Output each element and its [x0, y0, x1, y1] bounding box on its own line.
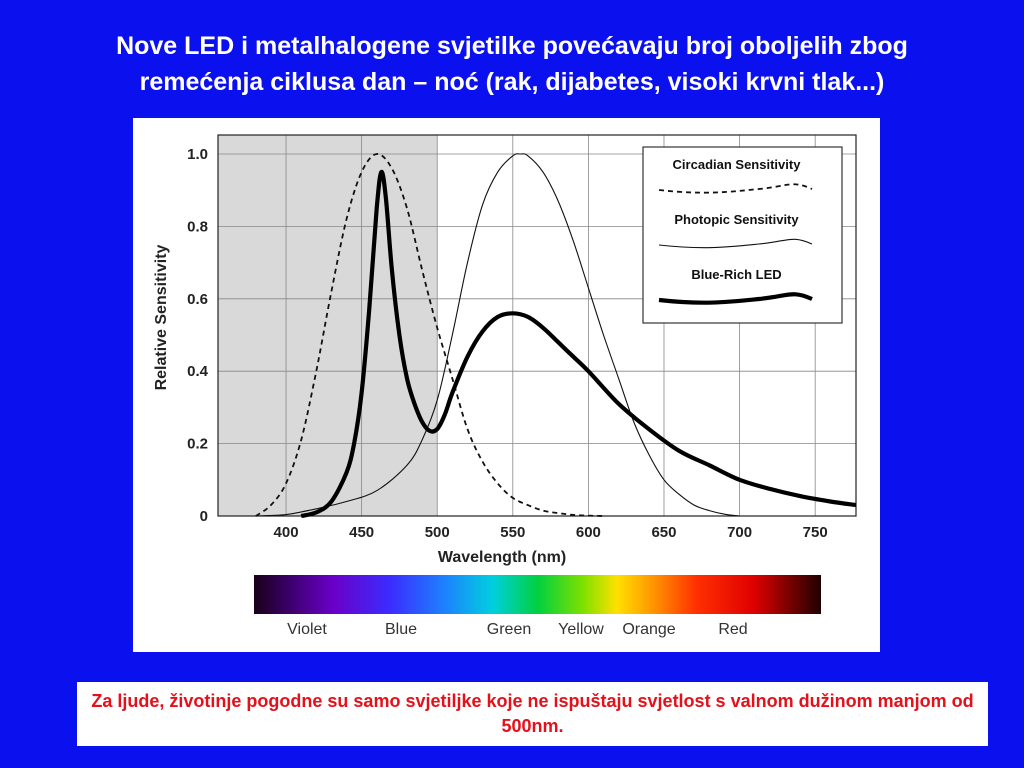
y-tick-label: 0.6	[187, 291, 208, 308]
note-text: Za ljude, životinje pogodne su samo svje…	[91, 691, 974, 736]
y-tick-label: 0.2	[187, 436, 208, 453]
spectrum-label: Blue	[385, 621, 417, 638]
x-tick-label: 500	[425, 524, 450, 541]
x-tick-label: 450	[349, 524, 374, 541]
slide-title: Nove LED i metalhalogene svjetilke poveć…	[0, 28, 1024, 100]
legend-label: Circadian Sensitivity	[673, 157, 802, 172]
x-tick-label: 650	[651, 524, 676, 541]
series-line-blue-rich-led	[300, 169, 857, 519]
spectrum-label: Violet	[287, 621, 327, 638]
y-axis-title: Relative Sensitivity	[153, 244, 170, 390]
spectrum-bar	[254, 575, 821, 614]
y-tick-label: 1.0	[187, 146, 208, 163]
x-tick-label: 550	[500, 524, 525, 541]
spectrum-label: Red	[718, 621, 747, 638]
plot-frame	[217, 134, 857, 517]
legend-swatch	[658, 183, 813, 194]
x-tick-label: 400	[274, 524, 299, 541]
legend-label: Blue-Rich LED	[691, 267, 781, 282]
legend-swatch	[658, 292, 813, 305]
title-line-2: remećenja ciklusa dan – noć (rak, dijabe…	[139, 68, 885, 96]
title-line-1: Nove LED i metalhalogene svjetilke poveć…	[116, 32, 908, 60]
note-box: Za ljude, životinje pogodne su samo svje…	[77, 682, 988, 746]
y-tick-label: 0.4	[187, 363, 209, 380]
x-tick-label: 700	[727, 524, 752, 541]
y-tick-label: 0	[200, 508, 208, 525]
series-line-photopic-sensitivity	[255, 153, 740, 517]
x-tick-label: 750	[803, 524, 828, 541]
series-line-circadian-sensitivity	[255, 153, 604, 517]
sensitivity-chart: 400 450 500 550 600 650 700 750 0 0.2 0.4 0.6 0.8 1.0…	[153, 134, 857, 638]
chart-panel: 400 450 500 550 600 650 700 750 0 0.2 0.4 0.6 0.8 1.0…	[133, 118, 880, 652]
x-axis-title: Wavelength (nm)	[438, 549, 566, 566]
x-tick-label: 600	[576, 524, 601, 541]
shaded-region	[218, 135, 438, 516]
legend-swatch	[658, 238, 813, 249]
legend-label: Photopic Sensitivity	[674, 212, 799, 227]
spectrum-label: Orange	[622, 621, 675, 638]
y-tick-label: 0.8	[187, 218, 208, 235]
spectrum-label: Green	[487, 621, 531, 638]
legend-box	[642, 146, 843, 324]
spectrum-label: Yellow	[558, 621, 604, 638]
